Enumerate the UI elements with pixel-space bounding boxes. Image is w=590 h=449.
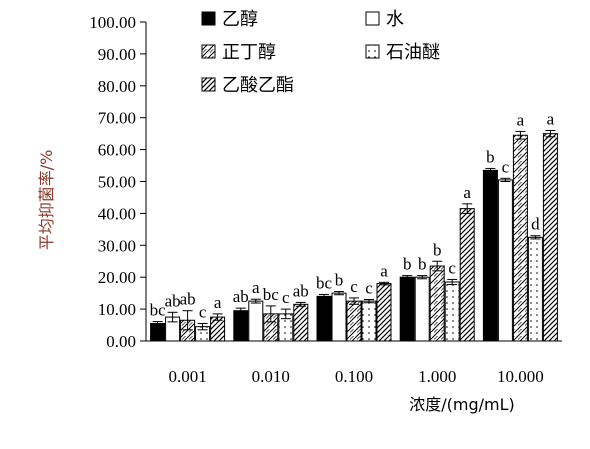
x-tick-label: 1.000 bbox=[418, 367, 456, 386]
y-tick-label: 10.00 bbox=[98, 300, 136, 319]
significance-label: a bbox=[252, 278, 260, 297]
significance-label: a bbox=[380, 261, 388, 280]
x-tick-label: 10.000 bbox=[497, 367, 544, 386]
y-tick-label: 100.00 bbox=[89, 13, 136, 32]
y-tick-label: 80.00 bbox=[98, 77, 136, 96]
significance-label: ab bbox=[293, 281, 309, 300]
bar bbox=[150, 322, 166, 342]
significance-label: a bbox=[547, 109, 555, 128]
y-tick-label: 20.00 bbox=[98, 268, 136, 287]
significance-label: a bbox=[463, 183, 471, 202]
bar bbox=[444, 281, 460, 342]
x-tick-label: 0.100 bbox=[335, 367, 373, 386]
bar bbox=[361, 300, 377, 342]
bar bbox=[316, 295, 332, 342]
bar bbox=[399, 276, 415, 342]
bar bbox=[346, 300, 362, 342]
bar bbox=[542, 133, 558, 342]
significance-label: ab bbox=[180, 290, 196, 309]
y-tick-label: 30.00 bbox=[98, 236, 136, 255]
bar bbox=[527, 236, 543, 342]
bar bbox=[376, 283, 392, 342]
significance-label: b bbox=[486, 147, 495, 166]
bar bbox=[482, 169, 498, 342]
y-tick-label: 60.00 bbox=[98, 141, 136, 160]
legend-label: 水 bbox=[386, 9, 404, 30]
bar bbox=[248, 300, 264, 342]
significance-label: bc bbox=[263, 285, 280, 304]
y-ticks: 0.00 10.00 20.00 30.00 40.00 50.00 60.00 70.00 8… bbox=[89, 13, 146, 351]
significance-label: ab bbox=[165, 291, 181, 310]
y-tick-label: 70.00 bbox=[98, 109, 136, 128]
significance-label: c bbox=[282, 288, 290, 307]
bar bbox=[459, 208, 475, 342]
significance-label: ab bbox=[233, 287, 249, 306]
y-tick-label: 90.00 bbox=[98, 45, 136, 64]
y-tick-label: 50.00 bbox=[98, 173, 136, 192]
legend-swatch bbox=[201, 77, 216, 92]
legend-swatch bbox=[365, 11, 380, 26]
bar bbox=[331, 292, 347, 342]
significance-label: c bbox=[365, 279, 373, 298]
x-tick-label: 0.010 bbox=[252, 367, 290, 386]
bar bbox=[429, 265, 445, 342]
significance-label: a bbox=[214, 293, 222, 312]
legend-label: 正丁醇 bbox=[222, 42, 276, 63]
significance-label: a bbox=[517, 110, 525, 129]
significance-label: b bbox=[418, 255, 427, 274]
bar bbox=[293, 303, 309, 342]
bar bbox=[233, 310, 249, 342]
significance-label: b bbox=[335, 271, 344, 290]
legend-label: 乙醇 bbox=[222, 9, 258, 30]
bar bbox=[414, 276, 430, 342]
significance-label: c bbox=[448, 258, 456, 277]
significance-label: d bbox=[531, 215, 540, 234]
bar bbox=[512, 134, 528, 342]
significance-label: bc bbox=[316, 273, 333, 292]
bar bbox=[497, 179, 513, 342]
y-axis-title: 平均抑菌率/% bbox=[37, 150, 56, 251]
legend-label: 石油醚 bbox=[386, 42, 440, 63]
x-tick-label: 0.001 bbox=[168, 367, 206, 386]
significance-label: b bbox=[433, 240, 442, 259]
x-ticks: 0.001 0.010 0.100 1.000 10.000 bbox=[168, 367, 543, 386]
significance-label: bc bbox=[150, 301, 167, 320]
significance-label: c bbox=[350, 277, 358, 296]
significance-label: c bbox=[199, 302, 207, 321]
significance-label: c bbox=[502, 157, 510, 176]
legend-swatch bbox=[365, 44, 380, 59]
y-tick-label: 0.00 bbox=[106, 332, 136, 351]
legend-swatch bbox=[201, 44, 216, 59]
y-tick-label: 40.00 bbox=[98, 204, 136, 223]
legend-label: 乙酸乙酯 bbox=[222, 75, 294, 96]
x-axis-title: 浓度/(mg/mL) bbox=[409, 395, 515, 414]
significance-label: b bbox=[403, 255, 412, 274]
legend-swatch bbox=[201, 11, 216, 26]
